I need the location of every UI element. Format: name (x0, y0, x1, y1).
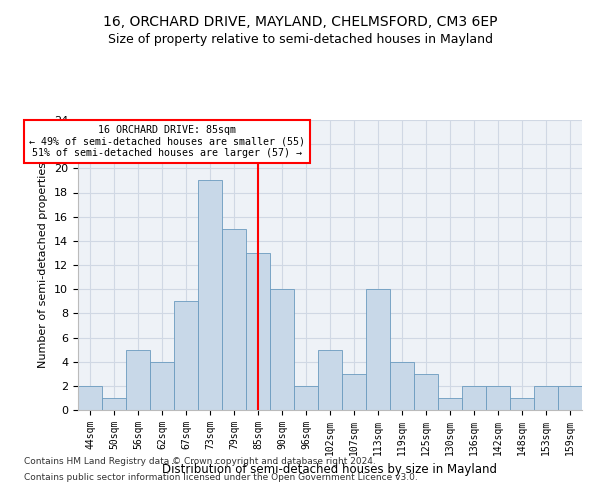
Bar (510, 398, 534, 410)
Bar (126, 350, 150, 410)
Bar (390, 362, 414, 410)
Bar (534, 386, 558, 410)
Bar (318, 350, 342, 410)
Bar (246, 253, 270, 410)
Bar (102, 398, 126, 410)
Text: 16, ORCHARD DRIVE, MAYLAND, CHELMSFORD, CM3 6EP: 16, ORCHARD DRIVE, MAYLAND, CHELMSFORD, … (103, 15, 497, 29)
Bar (78, 386, 102, 410)
Bar (366, 289, 390, 410)
Text: Contains HM Land Registry data © Crown copyright and database right 2024.: Contains HM Land Registry data © Crown c… (24, 458, 376, 466)
Bar (174, 301, 198, 410)
Bar (150, 362, 174, 410)
Bar (270, 289, 294, 410)
Text: Contains public sector information licensed under the Open Government Licence v3: Contains public sector information licen… (24, 472, 418, 482)
Bar (294, 386, 318, 410)
Text: Size of property relative to semi-detached houses in Mayland: Size of property relative to semi-detach… (107, 32, 493, 46)
Bar (558, 386, 582, 410)
Y-axis label: Number of semi-detached properties: Number of semi-detached properties (38, 162, 49, 368)
Bar (198, 180, 222, 410)
Bar (462, 386, 486, 410)
Bar (438, 398, 462, 410)
X-axis label: Distribution of semi-detached houses by size in Mayland: Distribution of semi-detached houses by … (163, 464, 497, 476)
Text: 16 ORCHARD DRIVE: 85sqm
← 49% of semi-detached houses are smaller (55)
51% of se: 16 ORCHARD DRIVE: 85sqm ← 49% of semi-de… (29, 125, 305, 158)
Bar (414, 374, 438, 410)
Bar (486, 386, 510, 410)
Bar (342, 374, 366, 410)
Bar (222, 229, 246, 410)
